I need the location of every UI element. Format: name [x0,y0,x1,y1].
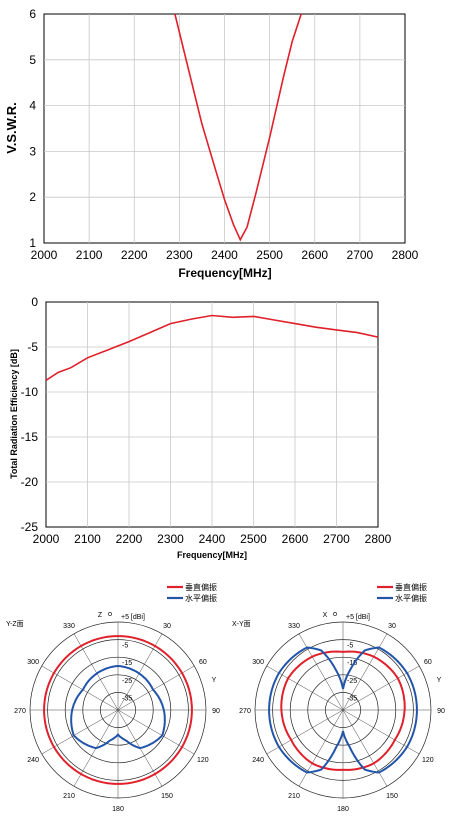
vswr-grid [44,14,405,243]
polar-angle-label: 150 [161,793,173,800]
polar-top-axis-label: X [323,612,328,619]
polar-series-line [268,646,418,774]
polar-angle-label: 180 [112,806,124,813]
polar-ring-label: +5 [dBi] [346,614,370,621]
polar-angle-label: 270 [239,708,251,715]
polar-angle-label: 120 [422,757,434,764]
c1-x-tick-label: 2800 [392,248,419,262]
polar-spoke [342,633,388,711]
c2-x-tick-label: 2700 [323,532,350,546]
polar-origin-marker [333,612,337,616]
polar-right-axis-label: Y [212,677,217,684]
polar-ring-label: -15 [347,660,357,667]
polar-angle-label: 330 [288,623,300,630]
c1-y-tick-label: 1 [29,236,36,250]
polar-angle-label: 180 [337,806,349,813]
c1-x-tick-label: 2200 [121,248,148,262]
polar-spoke [298,709,344,787]
polar-angle-label: 240 [27,757,39,764]
c2-x-tick-label: 2300 [157,532,184,546]
polar-series-line [280,650,406,771]
polar-top-axis-label: Z [98,612,103,619]
legend-label: 水平偏振 [395,593,427,603]
polar-series-line [43,635,193,785]
c2-x-tick-label: 2600 [282,532,309,546]
c1-y-tick-label: 6 [29,7,36,21]
polar-angle-label: 150 [386,793,398,800]
polar-spoke [342,709,388,787]
polar-angle-label: 90 [437,708,445,715]
polar-angle-label: 300 [27,659,39,666]
polar-angle-label: 30 [388,623,396,630]
polar-angle-label: 300 [252,659,264,666]
c1-x-tick-label: 2700 [347,248,374,262]
efficiency-series-line [45,314,379,381]
legend-label: 水平偏振 [185,593,217,603]
c2-y-tick-label: -25 [21,520,39,534]
polar-ring-label: -25 [122,678,132,685]
c2-x-tick-label: 2500 [240,532,267,546]
c2-y-tick-label: -15 [21,430,39,444]
polar-ring-label: -35 [347,695,357,702]
c2-x-tick-label: 2100 [74,532,101,546]
polar-series-line [70,664,166,750]
polar-right-axis-label: Y [437,677,442,684]
polar-angle-label: 30 [163,623,171,630]
vswr-ylabel: V.S.W.R. [4,102,19,154]
polar-origin-marker [108,612,112,616]
efficiency-grid [46,302,378,527]
c1-x-tick-label: 2500 [256,248,283,262]
efficiency-tick-labels: 2000 2100 2200 2300 2400 2500 2600 2700 2800 0 -5 -… [21,295,392,546]
c2-y-tick-label: -5 [27,340,38,354]
polar-chart-xy: 30 60 90 120 150 180 210 240 270 300 330 +5 [dBi] -5… [232,582,445,813]
legend-label: 垂直偏振 [185,582,217,592]
c1-y-tick-label: 4 [29,99,36,113]
vswr-tick-labels: 2000 2100 2200 2300 2400 2500 2600 2700 2800 1 2 3 4… [29,7,418,262]
c2-x-tick-label: 2000 [33,532,60,546]
polar-angle-label: 270 [14,708,26,715]
c1-x-tick-label: 2300 [166,248,193,262]
c1-y-tick-label: 5 [29,53,36,67]
polar-ring-label: -15 [122,660,132,667]
c1-x-tick-label: 2000 [31,248,58,262]
polar-angle-label: 330 [63,623,75,630]
vswr-xlabel: Frequency[MHz] [178,266,271,280]
efficiency-ylabel: Total Radiation Efficiency [dB] [9,349,19,479]
c1-x-tick-label: 2600 [301,248,328,262]
c2-x-tick-label: 2400 [199,532,226,546]
c2-x-tick-label: 2800 [365,532,392,546]
efficiency-chart: 2000 2100 2200 2300 2400 2500 2600 2700 2800 0 -5 -… [9,295,392,560]
c2-y-tick-label: 0 [31,295,38,309]
vswr-chart: 2000 2100 2200 2300 2400 2500 2600 2700 2800 1 2 3 4… [4,7,419,280]
polar-chart-yz: 30 60 90 120 150 180 210 240 270 300 330 +5 [dBi] -5… [6,582,220,813]
c1-y-tick-label: 3 [29,144,36,158]
polar-ring-label: -35 [122,695,132,702]
polar-angle-label: 60 [424,659,432,666]
legend-label: 垂直偏振 [395,582,427,592]
polar-plane-label: Y-Z面 [6,620,24,628]
c1-x-tick-label: 2100 [76,248,103,262]
polar-angle-label: 60 [199,659,207,666]
c1-x-tick-label: 2400 [211,248,238,262]
polar-ring-label: -5 [122,643,128,650]
polar-angle-label: 240 [252,757,264,764]
polar-angle-label: 210 [63,793,75,800]
c2-y-tick-label: -10 [21,385,39,399]
c2-y-tick-label: -20 [21,475,39,489]
polar-angle-label: 210 [288,793,300,800]
polar-plane-label: X-Y面 [232,620,251,628]
polar-ring-label: -25 [347,678,357,685]
efficiency-xlabel: Frequency[MHz] [177,550,247,560]
c1-y-tick-label: 2 [29,190,36,204]
polar-angle-label: 90 [212,708,220,715]
polar-angle-label: 120 [197,757,209,764]
polar-spoke [298,633,344,711]
c2-x-tick-label: 2200 [116,532,143,546]
polar-ring-label: -5 [347,643,353,650]
polar-ring-label: +5 [dBi] [121,614,145,621]
vswr-series-line [174,13,302,242]
